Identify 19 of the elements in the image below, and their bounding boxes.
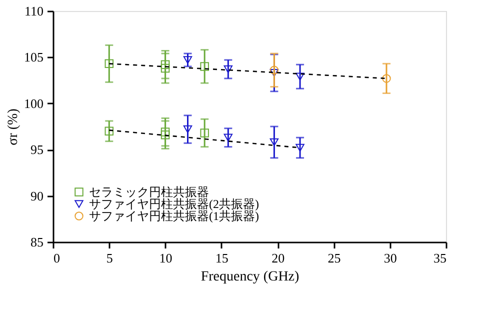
y-tick-label: 105: [24, 50, 44, 65]
y-tick-label: 110: [24, 4, 44, 18]
x-tick-label: 0: [54, 250, 60, 266]
y-tick-label: 90: [30, 188, 44, 204]
y-tick-label: 85: [30, 234, 44, 250]
x-tick-label: 35: [434, 250, 446, 266]
y-axis-title: σr (%): [6, 108, 21, 146]
x-tick-label: 10: [159, 250, 172, 266]
legend-label: サファイヤ円柱共振器(2共振器): [89, 197, 259, 211]
x-tick-label: 15: [215, 250, 228, 266]
x-axis-title: Frequency (GHz): [200, 270, 300, 284]
x-tick-label: 20: [272, 250, 285, 266]
x-tick-label: 25: [328, 250, 341, 266]
legend-label: サファイヤ円柱共振器(1共振器): [89, 209, 259, 223]
y-tick-label: 95: [30, 142, 44, 158]
x-tick-label: 30: [384, 250, 397, 266]
x-tick-label: 5: [106, 250, 113, 266]
y-tick-label: 100: [24, 96, 44, 111]
legend-label: セラミック円柱共振器: [89, 185, 209, 199]
